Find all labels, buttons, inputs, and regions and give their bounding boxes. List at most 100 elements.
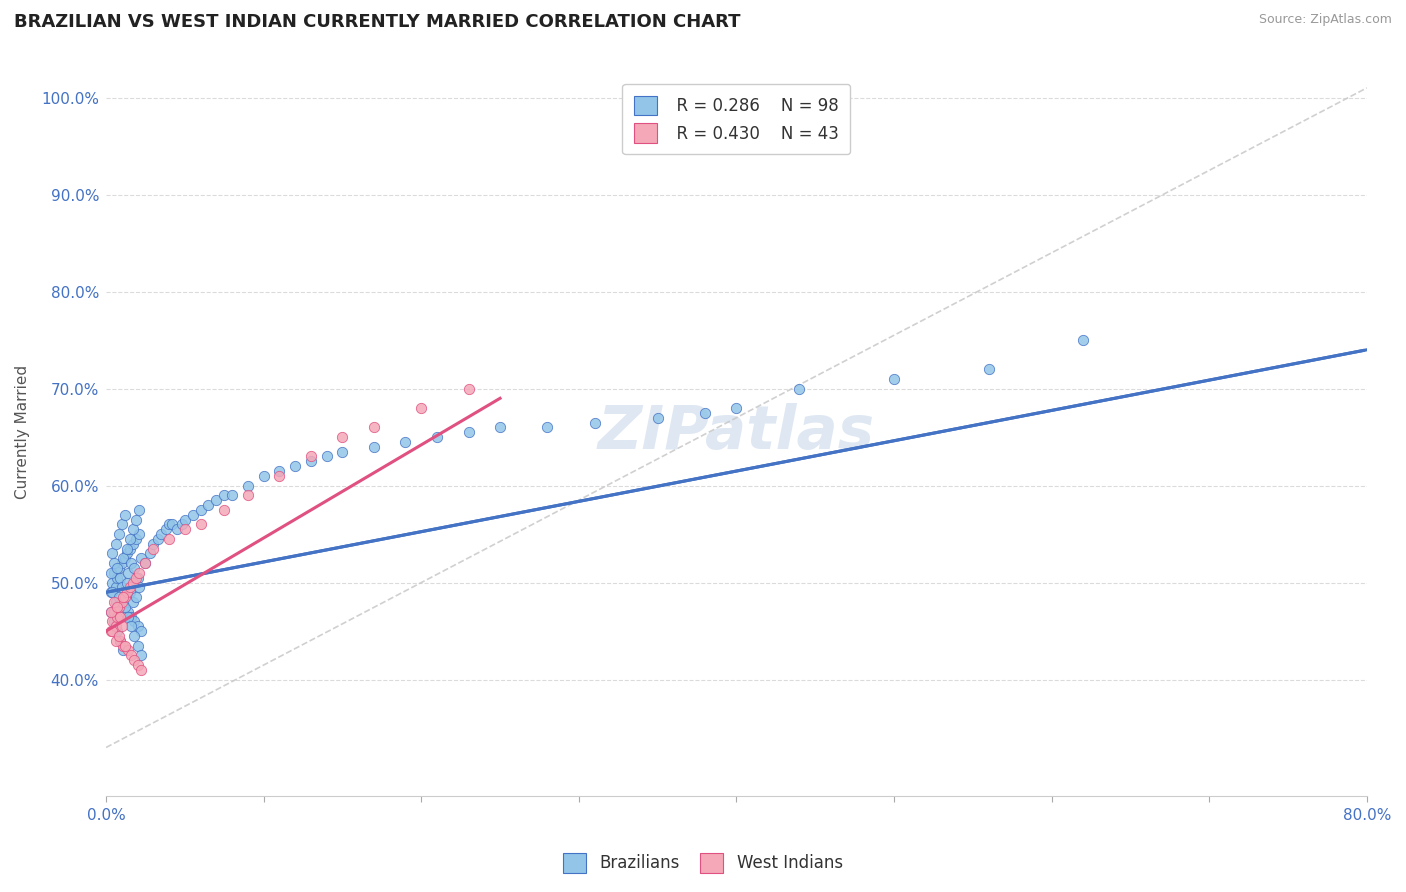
Point [170, 517, 193, 532]
Point [104, 581, 127, 595]
Point [457, 425, 479, 440]
Point [315, 450, 337, 464]
Point [394, 434, 416, 449]
Point [142, 541, 165, 556]
Point [112, 551, 135, 566]
Point [100, 566, 122, 580]
Point [104, 619, 127, 633]
Point [110, 571, 132, 585]
Text: BRAZILIAN VS WEST INDIAN CURRENTLY MARRIED CORRELATION CHART: BRAZILIAN VS WEST INDIAN CURRENTLY MARRI… [14, 13, 741, 31]
Point [128, 581, 150, 595]
Point [197, 498, 219, 512]
Point [115, 575, 138, 590]
Point [100, 605, 122, 619]
Point [107, 527, 129, 541]
Point [104, 537, 127, 551]
Point [111, 619, 134, 633]
Point [977, 362, 1000, 376]
Text: Source: ZipAtlas.com: Source: ZipAtlas.com [1258, 13, 1392, 27]
Point [284, 459, 307, 474]
Point [128, 527, 150, 541]
Point [125, 571, 148, 585]
Point [269, 469, 291, 483]
Point [134, 556, 156, 570]
Point [107, 629, 129, 643]
Point [111, 556, 134, 570]
Point [125, 532, 148, 546]
Point [120, 648, 142, 663]
Y-axis label: Currently Married: Currently Married [15, 365, 30, 500]
Point [162, 517, 184, 532]
Point [212, 503, 235, 517]
Point [103, 595, 125, 609]
Point [114, 590, 136, 604]
Point [107, 561, 129, 575]
Point [117, 609, 139, 624]
Point [117, 643, 139, 657]
Point [173, 522, 195, 536]
Point [128, 503, 150, 517]
Point [190, 517, 212, 532]
Point [157, 532, 180, 546]
Point [105, 561, 128, 575]
Point [693, 406, 716, 420]
Point [269, 464, 291, 478]
Point [120, 619, 142, 633]
Point [1071, 333, 1094, 347]
Point [121, 522, 143, 536]
Point [103, 556, 125, 570]
Point [127, 658, 149, 673]
Point [157, 517, 180, 532]
Point [111, 517, 134, 532]
Point [120, 556, 142, 570]
Point [105, 624, 128, 638]
Point [103, 615, 125, 629]
Point [115, 547, 138, 561]
Point [883, 372, 905, 386]
Point [363, 420, 385, 434]
Point [110, 633, 132, 648]
Point [139, 547, 162, 561]
Point [212, 488, 235, 502]
Point [101, 575, 124, 590]
Point [125, 590, 148, 604]
Point [100, 605, 122, 619]
Point [112, 643, 135, 657]
Point [114, 551, 136, 566]
Point [129, 663, 152, 677]
Text: ZIPatlas: ZIPatlas [598, 403, 875, 462]
Point [110, 609, 132, 624]
Point [124, 629, 146, 643]
Point [129, 624, 152, 638]
Point [150, 527, 173, 541]
Point [101, 624, 124, 638]
Point [299, 454, 322, 468]
Point [205, 493, 228, 508]
Point [583, 416, 606, 430]
Point [101, 585, 124, 599]
Point [120, 609, 142, 624]
Legend: Brazilians, West Indians: Brazilians, West Indians [557, 847, 849, 880]
Point [127, 571, 149, 585]
Point [127, 619, 149, 633]
Point [107, 599, 129, 614]
Point [146, 532, 169, 546]
Point [127, 639, 149, 653]
Point [104, 633, 127, 648]
Point [142, 537, 165, 551]
Point [124, 615, 146, 629]
Point [725, 401, 748, 415]
Point [112, 590, 135, 604]
Point [112, 599, 135, 614]
Point [114, 508, 136, 522]
Point [125, 512, 148, 526]
Point [101, 615, 124, 629]
Point [411, 401, 433, 415]
Point [134, 556, 156, 570]
Point [363, 440, 385, 454]
Point [101, 547, 124, 561]
Point [166, 522, 188, 536]
Point [103, 605, 125, 619]
Point [124, 653, 146, 667]
Point [121, 595, 143, 609]
